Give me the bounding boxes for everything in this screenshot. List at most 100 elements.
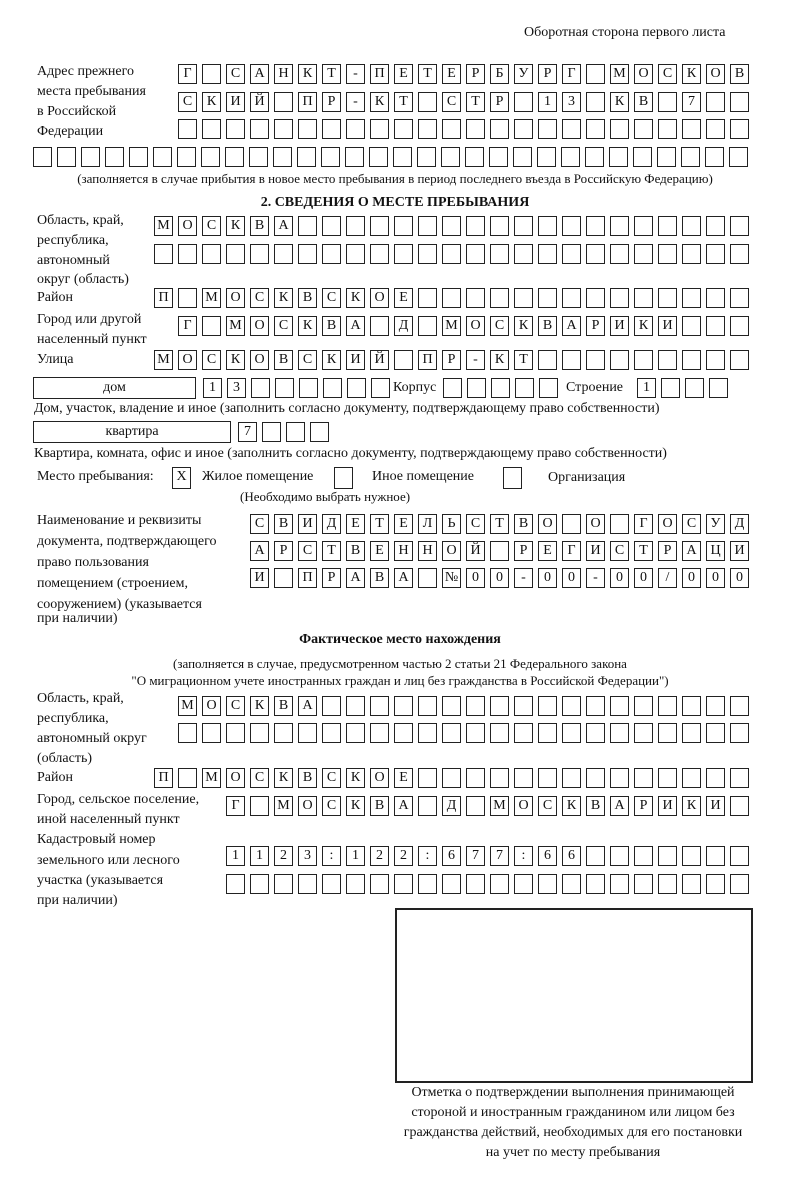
char-cell[interactable]	[705, 147, 724, 167]
char-cell[interactable]	[202, 723, 221, 743]
char-cell[interactable]: Р	[658, 541, 677, 561]
char-cell[interactable]	[347, 378, 366, 398]
char-cell[interactable]	[418, 244, 437, 264]
char-cell[interactable]	[682, 723, 701, 743]
char-cell[interactable]	[661, 378, 680, 398]
char-cell[interactable]	[466, 768, 485, 788]
char-cell[interactable]	[418, 768, 437, 788]
char-cell[interactable]: П	[418, 350, 437, 370]
char-cell[interactable]: -	[514, 568, 533, 588]
char-cell[interactable]: Р	[538, 64, 557, 84]
char-cell[interactable]: К	[562, 796, 581, 816]
char-cell[interactable]: Е	[346, 514, 365, 534]
char-cell[interactable]: К	[514, 316, 533, 336]
char-cell[interactable]: 0	[682, 568, 701, 588]
char-cell[interactable]: К	[322, 350, 341, 370]
char-cell[interactable]	[610, 514, 629, 534]
char-cell[interactable]: С	[322, 768, 341, 788]
char-cell[interactable]	[562, 350, 581, 370]
char-cell[interactable]	[202, 316, 221, 336]
char-cell[interactable]	[562, 216, 581, 236]
char-cell[interactable]	[369, 147, 388, 167]
char-cell[interactable]: 7	[238, 422, 257, 442]
char-cell[interactable]	[682, 316, 701, 336]
char-cell[interactable]: О	[370, 288, 389, 308]
char-cell[interactable]	[610, 723, 629, 743]
char-cell[interactable]: П	[370, 64, 389, 84]
char-cell[interactable]: :	[514, 846, 533, 866]
char-cell[interactable]	[202, 119, 221, 139]
char-cell[interactable]	[730, 696, 749, 716]
char-cell[interactable]: И	[658, 316, 677, 336]
char-cell[interactable]	[274, 568, 293, 588]
char-cell[interactable]	[346, 216, 365, 236]
char-cell[interactable]	[250, 723, 269, 743]
char-cell[interactable]: П	[298, 92, 317, 112]
char-cell[interactable]	[249, 147, 268, 167]
char-cell[interactable]	[275, 378, 294, 398]
char-cell[interactable]	[250, 796, 269, 816]
char-cell[interactable]: О	[370, 768, 389, 788]
char-cell[interactable]: В	[322, 316, 341, 336]
char-cell[interactable]: М	[178, 696, 197, 716]
char-cell[interactable]: К	[226, 350, 245, 370]
char-cell[interactable]	[226, 874, 245, 894]
char-cell[interactable]	[370, 723, 389, 743]
char-cell[interactable]	[706, 874, 725, 894]
char-cell[interactable]	[298, 244, 317, 264]
char-cell[interactable]	[658, 723, 677, 743]
char-cell[interactable]: Е	[394, 768, 413, 788]
char-cell[interactable]: О	[250, 316, 269, 336]
char-cell[interactable]	[586, 846, 605, 866]
char-cell[interactable]: К	[274, 288, 293, 308]
char-cell[interactable]	[610, 119, 629, 139]
char-cell[interactable]	[634, 350, 653, 370]
char-cell[interactable]: 0	[706, 568, 725, 588]
char-cell[interactable]	[298, 874, 317, 894]
char-cell[interactable]: У	[514, 64, 533, 84]
char-cell[interactable]: С	[226, 64, 245, 84]
char-cell[interactable]	[709, 378, 728, 398]
char-cell[interactable]	[586, 92, 605, 112]
char-cell[interactable]	[442, 874, 461, 894]
char-cell[interactable]	[685, 378, 704, 398]
char-cell[interactable]: В	[274, 696, 293, 716]
char-cell[interactable]: :	[418, 846, 437, 866]
char-cell[interactable]: К	[370, 92, 389, 112]
char-cell[interactable]: О	[586, 514, 605, 534]
char-cell[interactable]	[539, 378, 558, 398]
char-cell[interactable]	[610, 696, 629, 716]
char-cell[interactable]: О	[298, 796, 317, 816]
char-cell[interactable]	[417, 147, 436, 167]
char-cell[interactable]	[586, 244, 605, 264]
char-cell[interactable]	[681, 147, 700, 167]
char-cell[interactable]	[586, 350, 605, 370]
char-cell[interactable]	[562, 288, 581, 308]
char-cell[interactable]	[682, 119, 701, 139]
char-cell[interactable]	[273, 147, 292, 167]
char-cell[interactable]	[562, 723, 581, 743]
char-cell[interactable]	[346, 696, 365, 716]
char-cell[interactable]: 1	[538, 92, 557, 112]
char-cell[interactable]	[730, 288, 749, 308]
char-cell[interactable]: М	[442, 316, 461, 336]
char-cell[interactable]	[466, 723, 485, 743]
char-cell[interactable]: 3	[562, 92, 581, 112]
char-cell[interactable]: П	[154, 768, 173, 788]
char-cell[interactable]	[562, 768, 581, 788]
char-cell[interactable]: 6	[538, 846, 557, 866]
char-cell[interactable]	[323, 378, 342, 398]
char-cell[interactable]: Н	[274, 64, 293, 84]
char-cell[interactable]	[298, 723, 317, 743]
char-cell[interactable]	[586, 119, 605, 139]
char-cell[interactable]: Т	[490, 514, 509, 534]
char-cell[interactable]: Ь	[442, 514, 461, 534]
char-cell[interactable]	[658, 768, 677, 788]
char-cell[interactable]	[225, 147, 244, 167]
char-cell[interactable]: А	[562, 316, 581, 336]
char-cell[interactable]: О	[538, 514, 557, 534]
char-cell[interactable]	[489, 147, 508, 167]
char-cell[interactable]	[286, 422, 305, 442]
char-cell[interactable]	[538, 874, 557, 894]
char-cell[interactable]	[442, 216, 461, 236]
